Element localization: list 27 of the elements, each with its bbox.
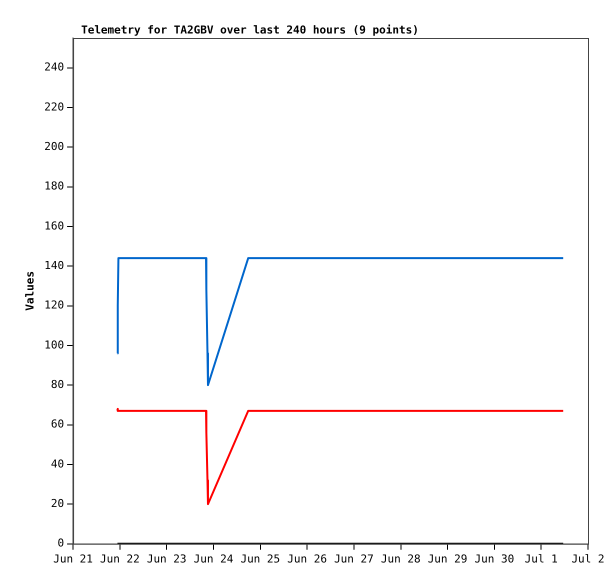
- y-tick-label: 160: [44, 219, 64, 232]
- x-tick-label: Jun 25: [240, 552, 280, 566]
- y-tick-label: 0: [57, 536, 64, 550]
- x-tick-label: Jun 24: [194, 552, 234, 566]
- x-tick-label: Jun 27: [334, 552, 374, 566]
- y-tick-label: 200: [44, 140, 64, 153]
- x-tick-label: Jul 1: [524, 552, 558, 566]
- x-tick-label: Jul 2: [571, 552, 605, 566]
- x-tick-label: Jun 28: [380, 552, 421, 566]
- y-tick-label: 40: [50, 457, 64, 470]
- y-tick-label: 140: [44, 258, 64, 272]
- y-tick-label: 240: [44, 60, 64, 74]
- y-axis-title: Values: [23, 271, 36, 311]
- y-tick-label: 60: [50, 418, 64, 431]
- y-tick-label: 220: [44, 100, 64, 114]
- x-tick-label: Jun 23: [146, 552, 187, 566]
- y-tick-label: 100: [44, 338, 64, 352]
- y-tick-label: 180: [44, 180, 64, 193]
- y-tick-label: 20: [50, 496, 64, 510]
- x-tick-label: Jun 22: [100, 552, 140, 566]
- chart-title: Telemetry for TA2GBV over last 240 hours (9 points): [81, 23, 419, 36]
- y-tick-label: 80: [50, 378, 64, 391]
- x-tick-label: Jun 29: [428, 552, 468, 566]
- x-tick-label: Jun 21: [53, 552, 93, 566]
- x-tick-label: Jun 30: [474, 552, 514, 566]
- y-tick-label: 120: [44, 298, 64, 312]
- x-tick-label: Jun 26: [287, 552, 328, 566]
